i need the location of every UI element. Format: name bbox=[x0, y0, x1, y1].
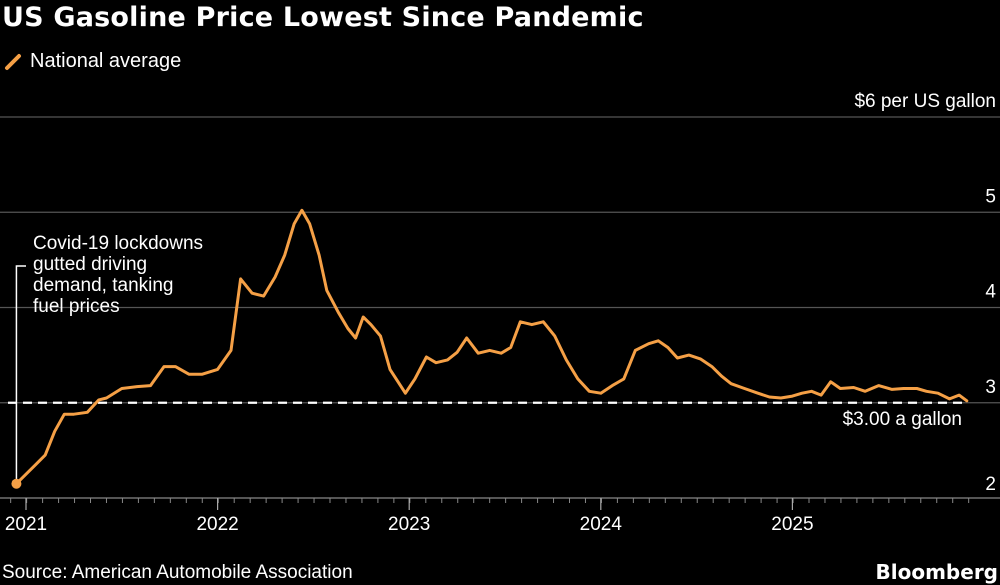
annotation-text-line: demand, tanking bbox=[33, 275, 174, 296]
chart-title: US Gasoline Price Lowest Since Pandemic bbox=[2, 2, 644, 33]
x-tick-label-2022: 2022 bbox=[196, 514, 238, 535]
legend: National average bbox=[4, 50, 181, 73]
x-tick-label-2024: 2024 bbox=[580, 514, 623, 535]
y-tick-label-4: 4 bbox=[985, 282, 996, 303]
legend-swatch-icon bbox=[5, 53, 21, 70]
reference-line-label: $3.00 a gallon bbox=[843, 409, 962, 430]
y-tick-label-3: 3 bbox=[985, 377, 996, 398]
brand-logo: Bloomberg bbox=[875, 560, 998, 584]
x-tick-label-2023: 2023 bbox=[388, 514, 430, 535]
annotation-leader-line bbox=[15, 265, 26, 484]
annotation-text-line: Covid-19 lockdowns bbox=[33, 233, 203, 254]
series-start-point bbox=[11, 478, 22, 489]
gridlines bbox=[0, 116, 1000, 499]
annotation-text-line: gutted driving bbox=[33, 254, 147, 275]
x-tick-label-2025: 2025 bbox=[771, 514, 813, 535]
series-group bbox=[11, 208, 969, 489]
y-tick-label-2: 2 bbox=[985, 474, 996, 495]
y-tick-label-6: $6 per US gallon bbox=[854, 91, 996, 112]
annotation-text-line: fuel prices bbox=[33, 296, 120, 317]
legend-label: National average bbox=[30, 50, 182, 72]
y-tick-label-5: 5 bbox=[985, 186, 996, 207]
y-axis-ticks: 2 3 4 5 $6 per US gallon bbox=[854, 91, 996, 495]
source-note: Source: American Automobile Association bbox=[2, 562, 353, 583]
reference-line-group: $3.00 a gallon bbox=[8, 401, 965, 430]
x-axis-ticks: 2021 2022 2023 2024 2025 bbox=[5, 498, 970, 535]
series-line-0 bbox=[14, 208, 969, 486]
x-tick-label-2021: 2021 bbox=[5, 514, 47, 535]
